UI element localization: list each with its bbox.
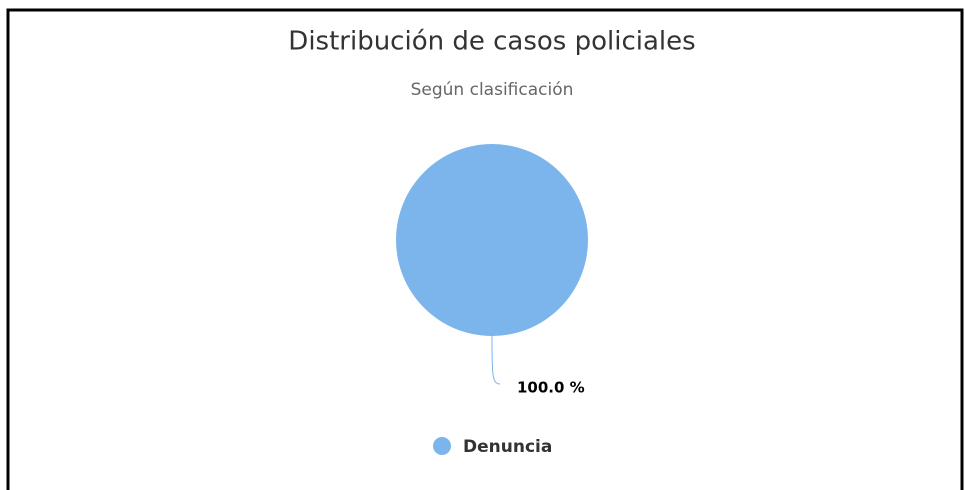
- pie-slice: [396, 144, 588, 336]
- data-label: 100.0 %: [517, 379, 585, 397]
- chart-title: Distribución de casos policiales: [288, 27, 695, 57]
- legend-label: Denuncia: [463, 437, 552, 457]
- chart-subtitle: Según clasificación: [411, 80, 574, 100]
- label-connector: [491, 335, 501, 385]
- legend-marker: [433, 437, 451, 455]
